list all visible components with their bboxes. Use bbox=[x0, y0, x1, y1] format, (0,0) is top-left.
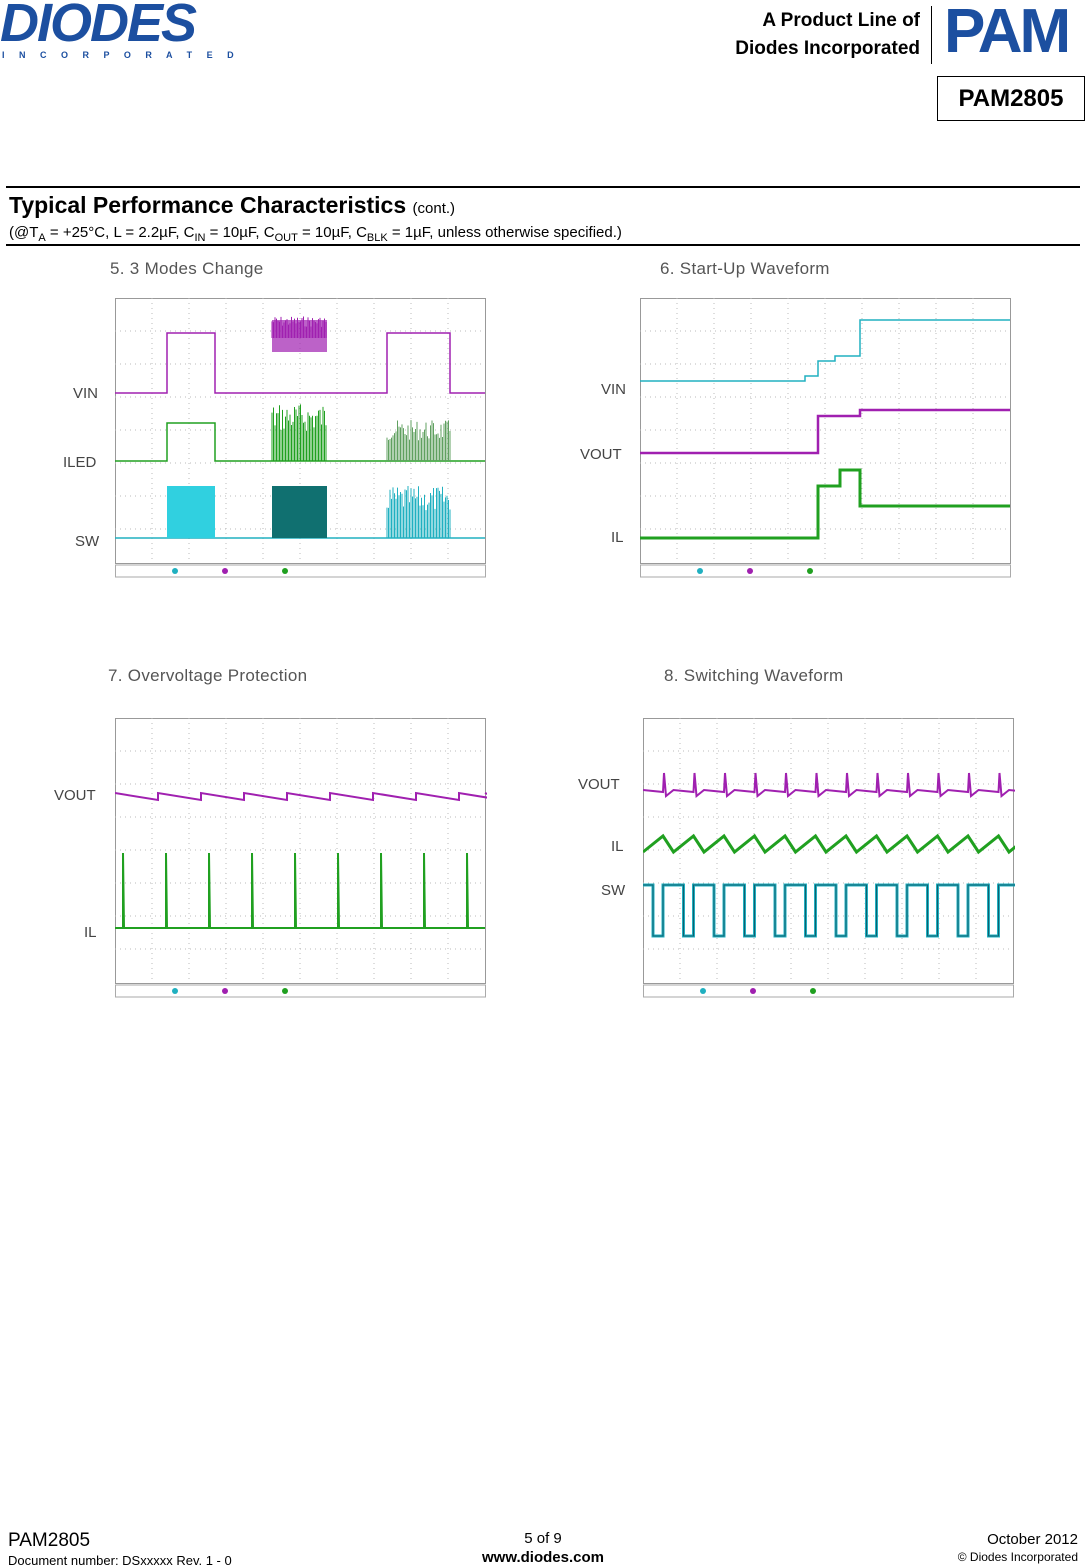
divider bbox=[931, 6, 932, 64]
status-dot bbox=[222, 568, 228, 574]
trace-label: VOUT bbox=[578, 776, 620, 793]
status-bar bbox=[643, 984, 1014, 998]
status-bar bbox=[115, 564, 486, 578]
footer-url: www.diodes.com bbox=[482, 1549, 604, 1566]
section-title: Typical Performance Characteristics (con… bbox=[9, 192, 455, 219]
figure-title: 5. 3 Modes Change bbox=[110, 259, 264, 278]
trace-label: VOUT bbox=[580, 446, 622, 463]
scope bbox=[115, 298, 486, 578]
condition-text: = 1µF, unless otherwise specified.) bbox=[387, 224, 622, 241]
condition-text: IN bbox=[194, 232, 206, 244]
status-dot bbox=[222, 988, 228, 994]
condition-text: BLK bbox=[366, 232, 388, 244]
figure-title: 6. Start-Up Waveform bbox=[660, 259, 830, 278]
waveform bbox=[115, 852, 485, 929]
waveform bbox=[640, 408, 1010, 455]
waveform bbox=[640, 468, 1010, 540]
conditions: (@TA = +25°C, L = 2.2µF, CIN = 10µF, COU… bbox=[9, 224, 622, 244]
condition-text: = 10µF, C bbox=[205, 224, 275, 241]
condition-text: A bbox=[38, 232, 46, 244]
status-dot bbox=[172, 988, 178, 994]
trace-label: VOUT bbox=[54, 787, 96, 804]
status-dot bbox=[697, 568, 703, 574]
trace-label: IL bbox=[611, 529, 624, 546]
rule bbox=[6, 244, 1080, 246]
status-dot bbox=[807, 568, 813, 574]
waveform bbox=[643, 772, 1015, 798]
part-box: PAM2805 bbox=[937, 76, 1085, 121]
logo-sub: I N C O R P O R A T E D bbox=[2, 50, 240, 60]
footer-part: PAM2805 bbox=[8, 1530, 91, 1551]
trace-label: SW bbox=[601, 882, 626, 899]
status-dot bbox=[750, 988, 756, 994]
figure-title: 7. Overvoltage Protection bbox=[108, 666, 308, 685]
trace-label: VIN bbox=[601, 381, 627, 398]
trace-label: IL bbox=[611, 838, 624, 855]
status-bar bbox=[640, 564, 1011, 578]
scope bbox=[115, 718, 487, 998]
waveform bbox=[115, 422, 485, 462]
waveform bbox=[115, 332, 485, 394]
product-line: A Product Line of bbox=[762, 10, 920, 31]
figure-title: 8. Switching Waveform bbox=[664, 666, 844, 685]
company: Diodes Incorporated bbox=[735, 38, 920, 59]
status-dot bbox=[282, 988, 288, 994]
screen bbox=[115, 718, 486, 984]
status-dot bbox=[747, 568, 753, 574]
trace-label: SW bbox=[75, 533, 100, 550]
cont: (cont.) bbox=[412, 200, 456, 217]
status-bar bbox=[115, 984, 486, 998]
status-dot bbox=[172, 568, 178, 574]
diodes-logo: DIODES bbox=[0, 0, 197, 53]
condition-text: OUT bbox=[274, 232, 298, 244]
footer-copyright: © Diodes Incorporated bbox=[957, 1550, 1078, 1564]
trace-label: IL bbox=[84, 924, 97, 941]
scope bbox=[643, 718, 1015, 998]
status-dot bbox=[810, 988, 816, 994]
title: Typical Performance Characteristics bbox=[9, 192, 407, 218]
waveform bbox=[271, 316, 327, 338]
status-dot bbox=[700, 988, 706, 994]
waveform bbox=[643, 884, 1015, 937]
waveform bbox=[167, 486, 215, 538]
waveform bbox=[115, 791, 487, 802]
waveform bbox=[386, 486, 451, 538]
waveform bbox=[640, 319, 1010, 382]
footer-date: October 2012 bbox=[987, 1531, 1078, 1548]
condition-text: = 10µF, C bbox=[297, 224, 367, 241]
trace-label: VIN bbox=[73, 385, 99, 402]
pam-logo: PAM bbox=[944, 0, 1071, 66]
screen bbox=[640, 298, 1011, 564]
footer-page: 5 of 9 bbox=[524, 1530, 562, 1547]
rule bbox=[6, 186, 1080, 188]
waveform bbox=[271, 404, 327, 461]
status-dot bbox=[282, 568, 288, 574]
footer-doc: Document number: DSxxxxx Rev. 1 - 0 bbox=[8, 1553, 232, 1568]
waveform bbox=[643, 833, 1015, 855]
trace-label: ILED bbox=[63, 454, 97, 471]
scope bbox=[640, 298, 1011, 578]
condition-text: = +25°C, L = 2.2µF, C bbox=[45, 224, 195, 241]
condition-text: (@T bbox=[9, 224, 39, 241]
waveform bbox=[272, 486, 327, 538]
waveform bbox=[386, 420, 451, 461]
